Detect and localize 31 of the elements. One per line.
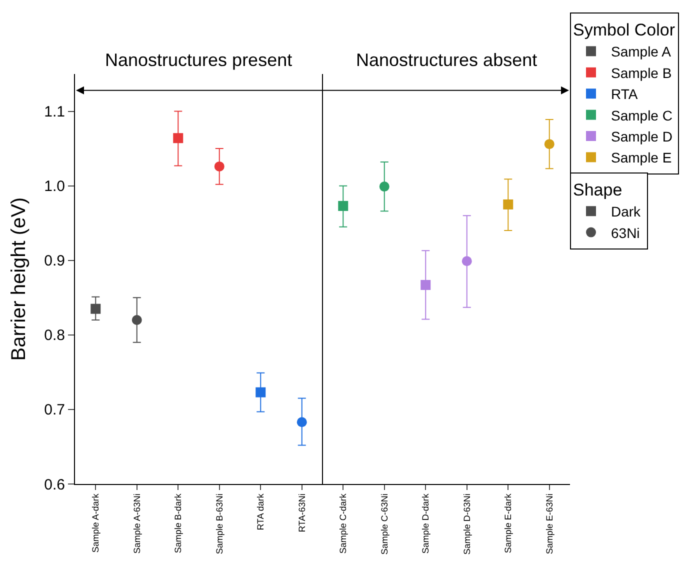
x-tick-label: Sample E-dark: [503, 493, 514, 554]
y-tick-label: 0.8: [44, 327, 65, 344]
x-tick-label: Sample D-63Ni: [462, 494, 472, 555]
x-tick-label: RTA-63Ni: [296, 494, 307, 532]
text: Nanostructures present: [105, 50, 292, 70]
text: Shape: [573, 180, 622, 200]
x-tick-label: Sample C-63Ni: [379, 494, 390, 555]
y-axis-title: Barrier height (eV): [8, 197, 30, 361]
legend-label: Dark: [611, 204, 642, 220]
y-tick-label: 0.9: [44, 252, 65, 270]
x-tick-label: Sample A-dark: [90, 493, 101, 553]
y-tick-label: 0.6: [44, 476, 65, 494]
x-tick-label: Sample D-dark: [420, 493, 431, 554]
legend-label: RTA: [611, 86, 638, 102]
y-tick-label: 0.7: [44, 402, 65, 419]
x-tick-label: Sample E-63Ni: [544, 494, 554, 554]
legend-label: Sample C: [611, 107, 672, 124]
x-tick-label: Sample A-63Ni: [132, 494, 142, 554]
y-tick-label: 1.0: [44, 178, 65, 196]
legend-label: Sample E: [611, 150, 672, 166]
legend-label: Sample B: [611, 64, 672, 81]
legend-label: Sample A: [611, 44, 672, 60]
legend-label: 63Ni: [611, 224, 640, 241]
text: Nanostructures absent: [356, 50, 538, 70]
text: Symbol Color: [573, 20, 676, 40]
x-tick-label: Sample B-63Ni: [214, 494, 224, 554]
legend-label: Sample D: [611, 128, 672, 144]
x-tick-label: RTA dark: [256, 493, 266, 530]
x-tick-label: Sample C-dark: [338, 493, 348, 554]
y-tick-label: 1.1: [44, 104, 65, 121]
x-tick-label: Sample B-dark: [173, 493, 184, 554]
